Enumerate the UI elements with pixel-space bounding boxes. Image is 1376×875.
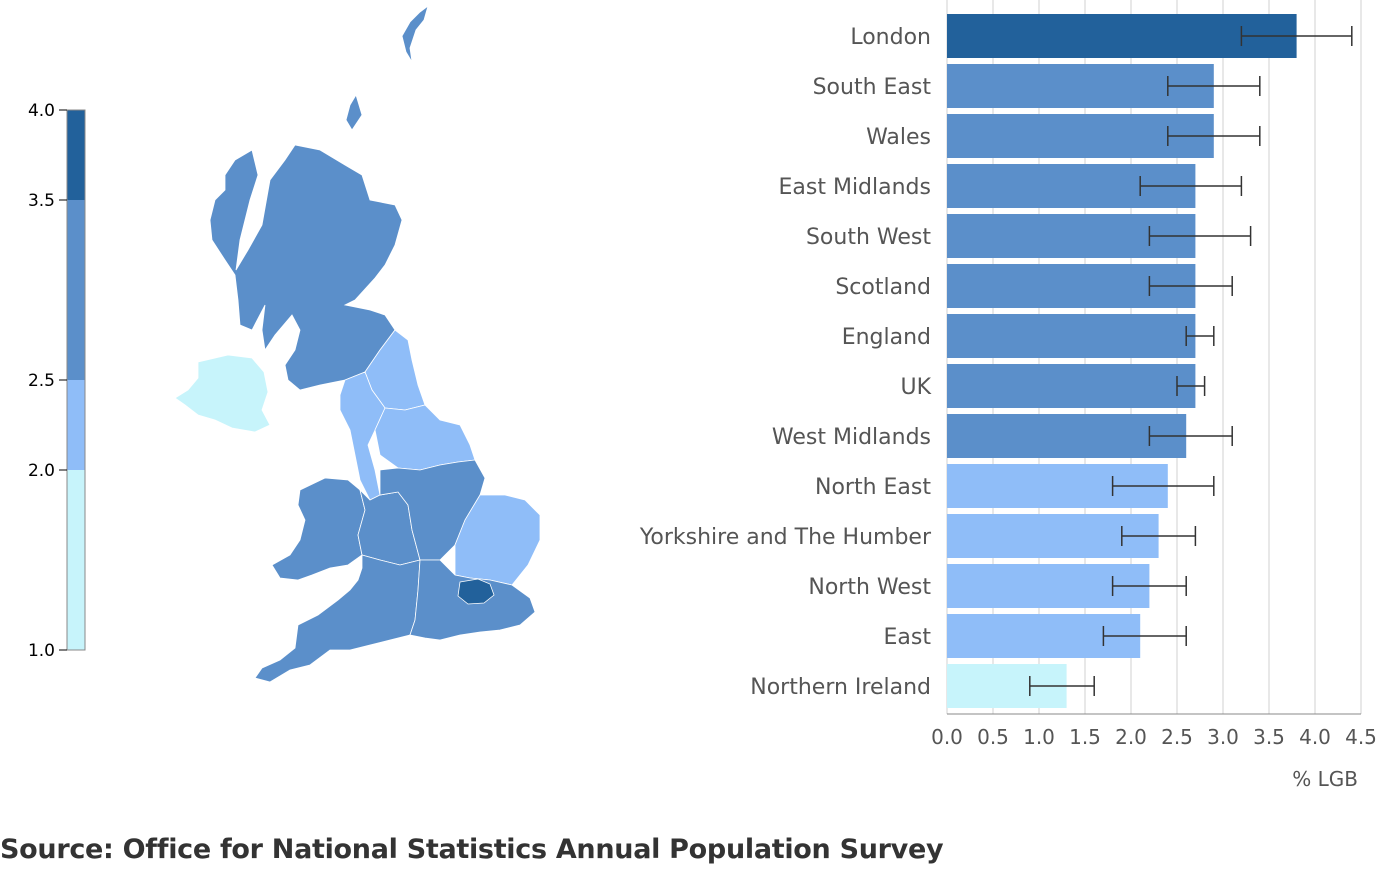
category-label: North East: [815, 475, 931, 500]
x-axis: 0.0 0.5 1.0 1.5 2.0 2.5 3.0 3.5 4.0 4.5 % LGB: [931, 713, 1376, 791]
bar: [947, 314, 1196, 358]
bar: [947, 14, 1297, 58]
legend-tick-label: 1.0: [28, 641, 55, 661]
x-tick-label: 0.0: [931, 725, 963, 749]
category-labels: London South East Wales East Midlands South …: [639, 25, 932, 700]
x-tick-label: 2.0: [1115, 725, 1147, 749]
x-tick-label: 0.5: [977, 725, 1009, 749]
bars: [947, 14, 1297, 708]
color-legend: 4.0 3.5 2.5 2.0 1.0: [28, 101, 86, 661]
category-label: London: [850, 25, 931, 50]
legend-tick-label: 3.5: [28, 191, 55, 211]
category-label: North West: [808, 575, 931, 600]
x-tick-label: 1.0: [1023, 725, 1055, 749]
source-note: Source: Office for National Statistics A…: [0, 834, 944, 865]
error-bars: [1029, 26, 1353, 696]
legend-bin: [67, 110, 85, 200]
category-label: UK: [900, 375, 931, 400]
category-label: South West: [806, 225, 931, 250]
category-label: West Midlands: [772, 425, 931, 450]
legend-bin: [67, 200, 85, 380]
x-tick-label: 3.0: [1207, 725, 1239, 749]
region-northern-ireland: [174, 354, 271, 433]
legend-tick-label: 4.0: [28, 101, 55, 121]
category-label: England: [842, 325, 931, 350]
legend-bin: [67, 470, 85, 650]
category-label: East Midlands: [779, 175, 932, 200]
x-tick-label: 4.0: [1299, 725, 1331, 749]
category-label: South East: [813, 75, 932, 100]
region-yorkshire: [374, 404, 476, 471]
category-label: Yorkshire and The Humber: [639, 525, 932, 550]
category-label: East: [884, 625, 932, 650]
x-tick-label: 1.5: [1069, 725, 1101, 749]
legend-tick-label: 2.5: [28, 371, 55, 391]
x-axis-label: % LGB: [1292, 767, 1358, 791]
region-wales: [271, 477, 366, 581]
legend-bin: [67, 380, 85, 470]
x-tick-label: 3.5: [1253, 725, 1285, 749]
category-label: Wales: [866, 125, 931, 150]
figure: 4.0 3.5 2.5 2.0 1.0 London South East Wales Eas…: [28, 0, 1376, 791]
category-label: Northern Ireland: [750, 675, 931, 700]
category-label: Scotland: [835, 275, 931, 300]
x-tick-label: 2.5: [1161, 725, 1193, 749]
x-tick-label: 4.5: [1345, 725, 1376, 749]
uk-map: [174, 4, 541, 683]
legend-tick-label: 2.0: [28, 461, 55, 481]
bar-chart: London South East Wales East Midlands South …: [639, 0, 1376, 791]
bar: [947, 364, 1196, 408]
bar: [947, 414, 1187, 458]
region-london: [457, 578, 495, 605]
